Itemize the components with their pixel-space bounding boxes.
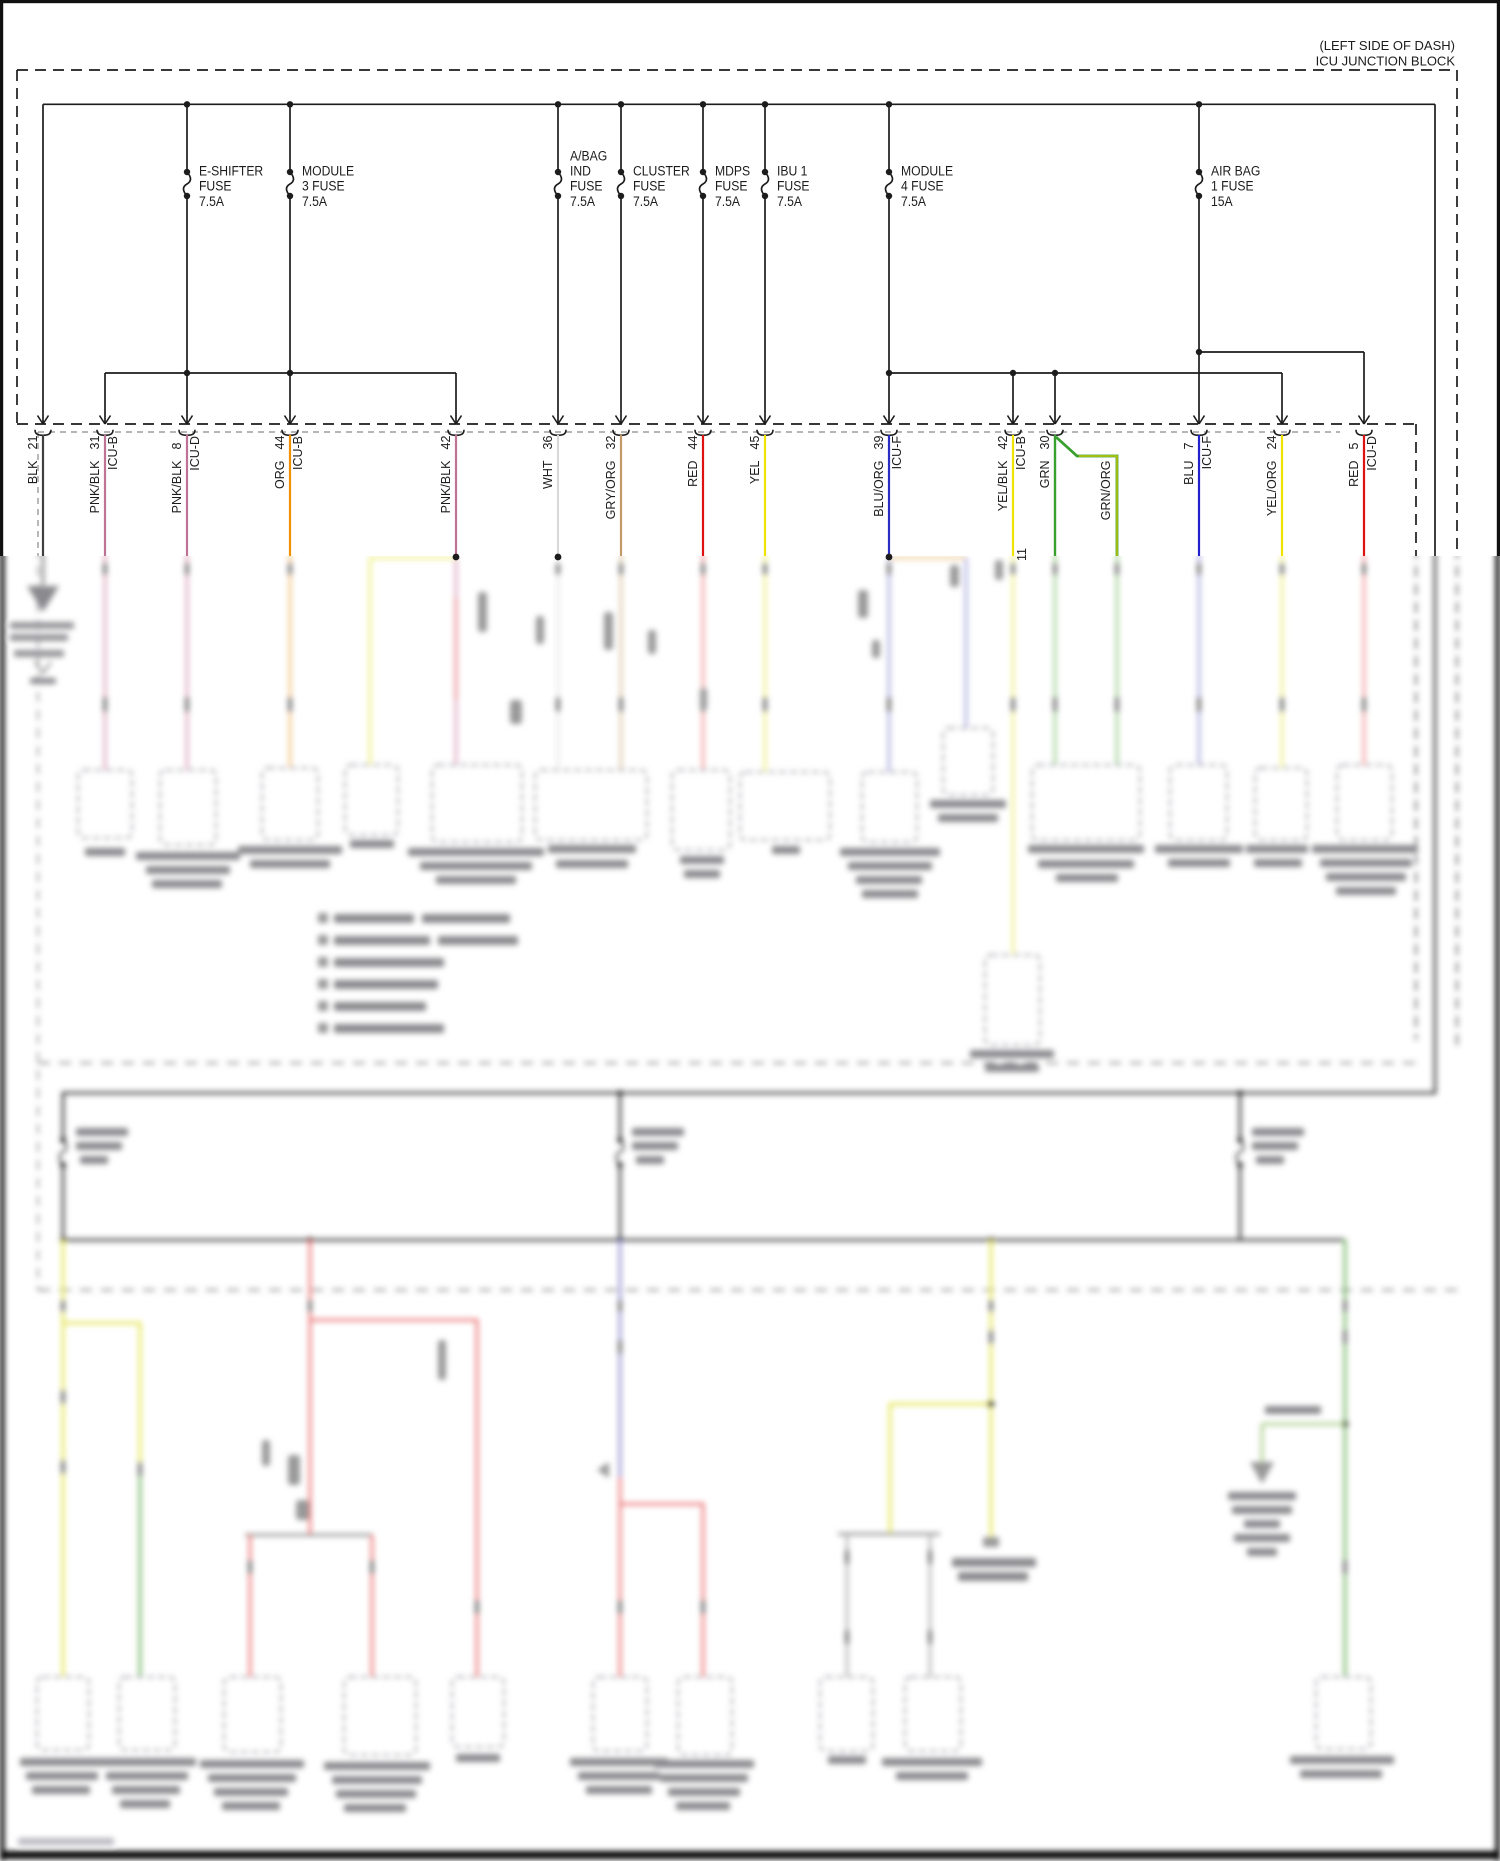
svg-text:CLUSTER: CLUSTER xyxy=(633,163,690,179)
svg-text:7: 7 xyxy=(1182,443,1196,450)
svg-text:44: 44 xyxy=(273,436,287,450)
svg-text:BLU: BLU xyxy=(1182,461,1196,485)
svg-text:7.5A: 7.5A xyxy=(715,193,740,209)
svg-text:7.5A: 7.5A xyxy=(633,193,658,209)
svg-text:MODULE: MODULE xyxy=(901,163,953,179)
svg-text:BLU/ORG: BLU/ORG xyxy=(872,461,886,517)
svg-text:AIR BAG: AIR BAG xyxy=(1211,163,1260,179)
svg-text:IBU 1: IBU 1 xyxy=(777,163,807,179)
svg-text:(LEFT SIDE OF DASH): (LEFT SIDE OF DASH) xyxy=(1319,38,1455,53)
svg-text:ICU-B: ICU-B xyxy=(106,436,120,470)
svg-text:7.5A: 7.5A xyxy=(199,193,224,209)
svg-text:GRY/ORG: GRY/ORG xyxy=(604,461,618,520)
svg-text:A/BAG: A/BAG xyxy=(570,147,607,163)
svg-text:FUSE: FUSE xyxy=(777,178,810,194)
svg-text:ICU-B: ICU-B xyxy=(1014,436,1028,470)
svg-text:WHT: WHT xyxy=(541,460,555,489)
svg-text:YEL/ORG: YEL/ORG xyxy=(1265,461,1279,517)
svg-text:21: 21 xyxy=(26,436,40,450)
svg-text:8: 8 xyxy=(170,443,184,450)
svg-text:7.5A: 7.5A xyxy=(570,193,595,209)
svg-text:42: 42 xyxy=(439,436,453,450)
svg-text:RED: RED xyxy=(686,461,700,487)
svg-text:31: 31 xyxy=(88,436,102,450)
svg-text:7.5A: 7.5A xyxy=(777,193,802,209)
svg-text:1 FUSE: 1 FUSE xyxy=(1211,178,1254,194)
svg-text:30: 30 xyxy=(1038,436,1052,450)
svg-text:ICU-D: ICU-D xyxy=(1365,436,1379,471)
svg-text:15A: 15A xyxy=(1211,193,1233,209)
svg-text:45: 45 xyxy=(748,436,762,450)
svg-text:IND: IND xyxy=(570,163,591,179)
svg-text:7.5A: 7.5A xyxy=(302,193,327,209)
svg-text:ICU JUNCTION BLOCK: ICU JUNCTION BLOCK xyxy=(1316,54,1456,69)
svg-text:4 FUSE: 4 FUSE xyxy=(901,178,944,194)
svg-text:ICU-F: ICU-F xyxy=(890,436,904,470)
svg-text:PNK/BLK: PNK/BLK xyxy=(170,460,184,513)
svg-text:32: 32 xyxy=(604,436,618,450)
svg-text:36: 36 xyxy=(541,436,555,450)
svg-text:RED: RED xyxy=(1347,461,1361,487)
svg-text:ICU-F: ICU-F xyxy=(1200,436,1214,470)
svg-text:MDPS: MDPS xyxy=(715,163,750,179)
svg-text:3 FUSE: 3 FUSE xyxy=(302,178,345,194)
svg-text:BLK: BLK xyxy=(26,460,40,484)
svg-text:FUSE: FUSE xyxy=(715,178,748,194)
svg-text:GRN: GRN xyxy=(1038,461,1052,489)
svg-text:FUSE: FUSE xyxy=(570,178,603,194)
svg-text:PNK/BLK: PNK/BLK xyxy=(88,460,102,513)
svg-text:5: 5 xyxy=(1347,443,1361,450)
svg-text:PNK/BLK: PNK/BLK xyxy=(439,460,453,513)
svg-text:7.5A: 7.5A xyxy=(901,193,926,209)
svg-text:YEL/BLK: YEL/BLK xyxy=(996,460,1010,511)
svg-text:FUSE: FUSE xyxy=(633,178,666,194)
svg-text:42: 42 xyxy=(996,436,1010,450)
svg-text:11: 11 xyxy=(1015,548,1029,561)
svg-text:39: 39 xyxy=(872,436,886,450)
svg-text:ICU-B: ICU-B xyxy=(291,436,305,470)
svg-text:YEL: YEL xyxy=(748,460,762,484)
svg-text:ICU-D: ICU-D xyxy=(188,436,202,471)
svg-text:44: 44 xyxy=(686,436,700,450)
svg-text:GRN/ORG: GRN/ORG xyxy=(1099,461,1113,521)
svg-text:E-SHIFTER: E-SHIFTER xyxy=(199,163,263,179)
svg-text:24: 24 xyxy=(1265,436,1279,450)
svg-text:ORG: ORG xyxy=(273,461,287,489)
svg-text:MODULE: MODULE xyxy=(302,163,354,179)
svg-text:FUSE: FUSE xyxy=(199,178,232,194)
